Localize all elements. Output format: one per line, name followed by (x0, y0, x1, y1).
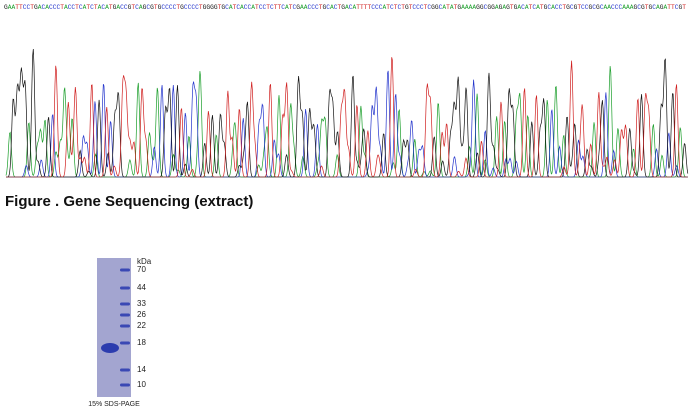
marker-label: 22 (137, 321, 146, 330)
marker-band (120, 341, 130, 345)
marker-band (120, 286, 130, 290)
marker-band (120, 368, 130, 372)
marker-ladder: 70 44 33 26 22 18 14 10 (120, 265, 146, 389)
marker-label: 70 (137, 265, 146, 274)
gel-caption: 15% SDS-PAGE (88, 401, 140, 408)
marker-label: 18 (137, 338, 146, 347)
marker-band (120, 383, 130, 387)
marker-band (120, 268, 130, 272)
trace (6, 57, 688, 178)
chromatogram (5, 48, 689, 178)
marker-label: 14 (137, 365, 146, 374)
marker-label: 10 (137, 380, 146, 389)
sequence: GAATTCCTGACACCCTACCTCATCTACATGACCGTCAGCG… (4, 4, 686, 11)
marker-label: 26 (137, 310, 146, 319)
marker-label: 33 (137, 299, 146, 308)
marker-band (120, 302, 130, 306)
sample-band (101, 343, 119, 353)
marker-label: 44 (137, 283, 146, 292)
marker-band (120, 313, 130, 317)
figure-title: Figure . Gene Sequencing (extract) (5, 193, 253, 210)
unit-label: kDa (137, 257, 152, 266)
marker-band (120, 324, 130, 328)
